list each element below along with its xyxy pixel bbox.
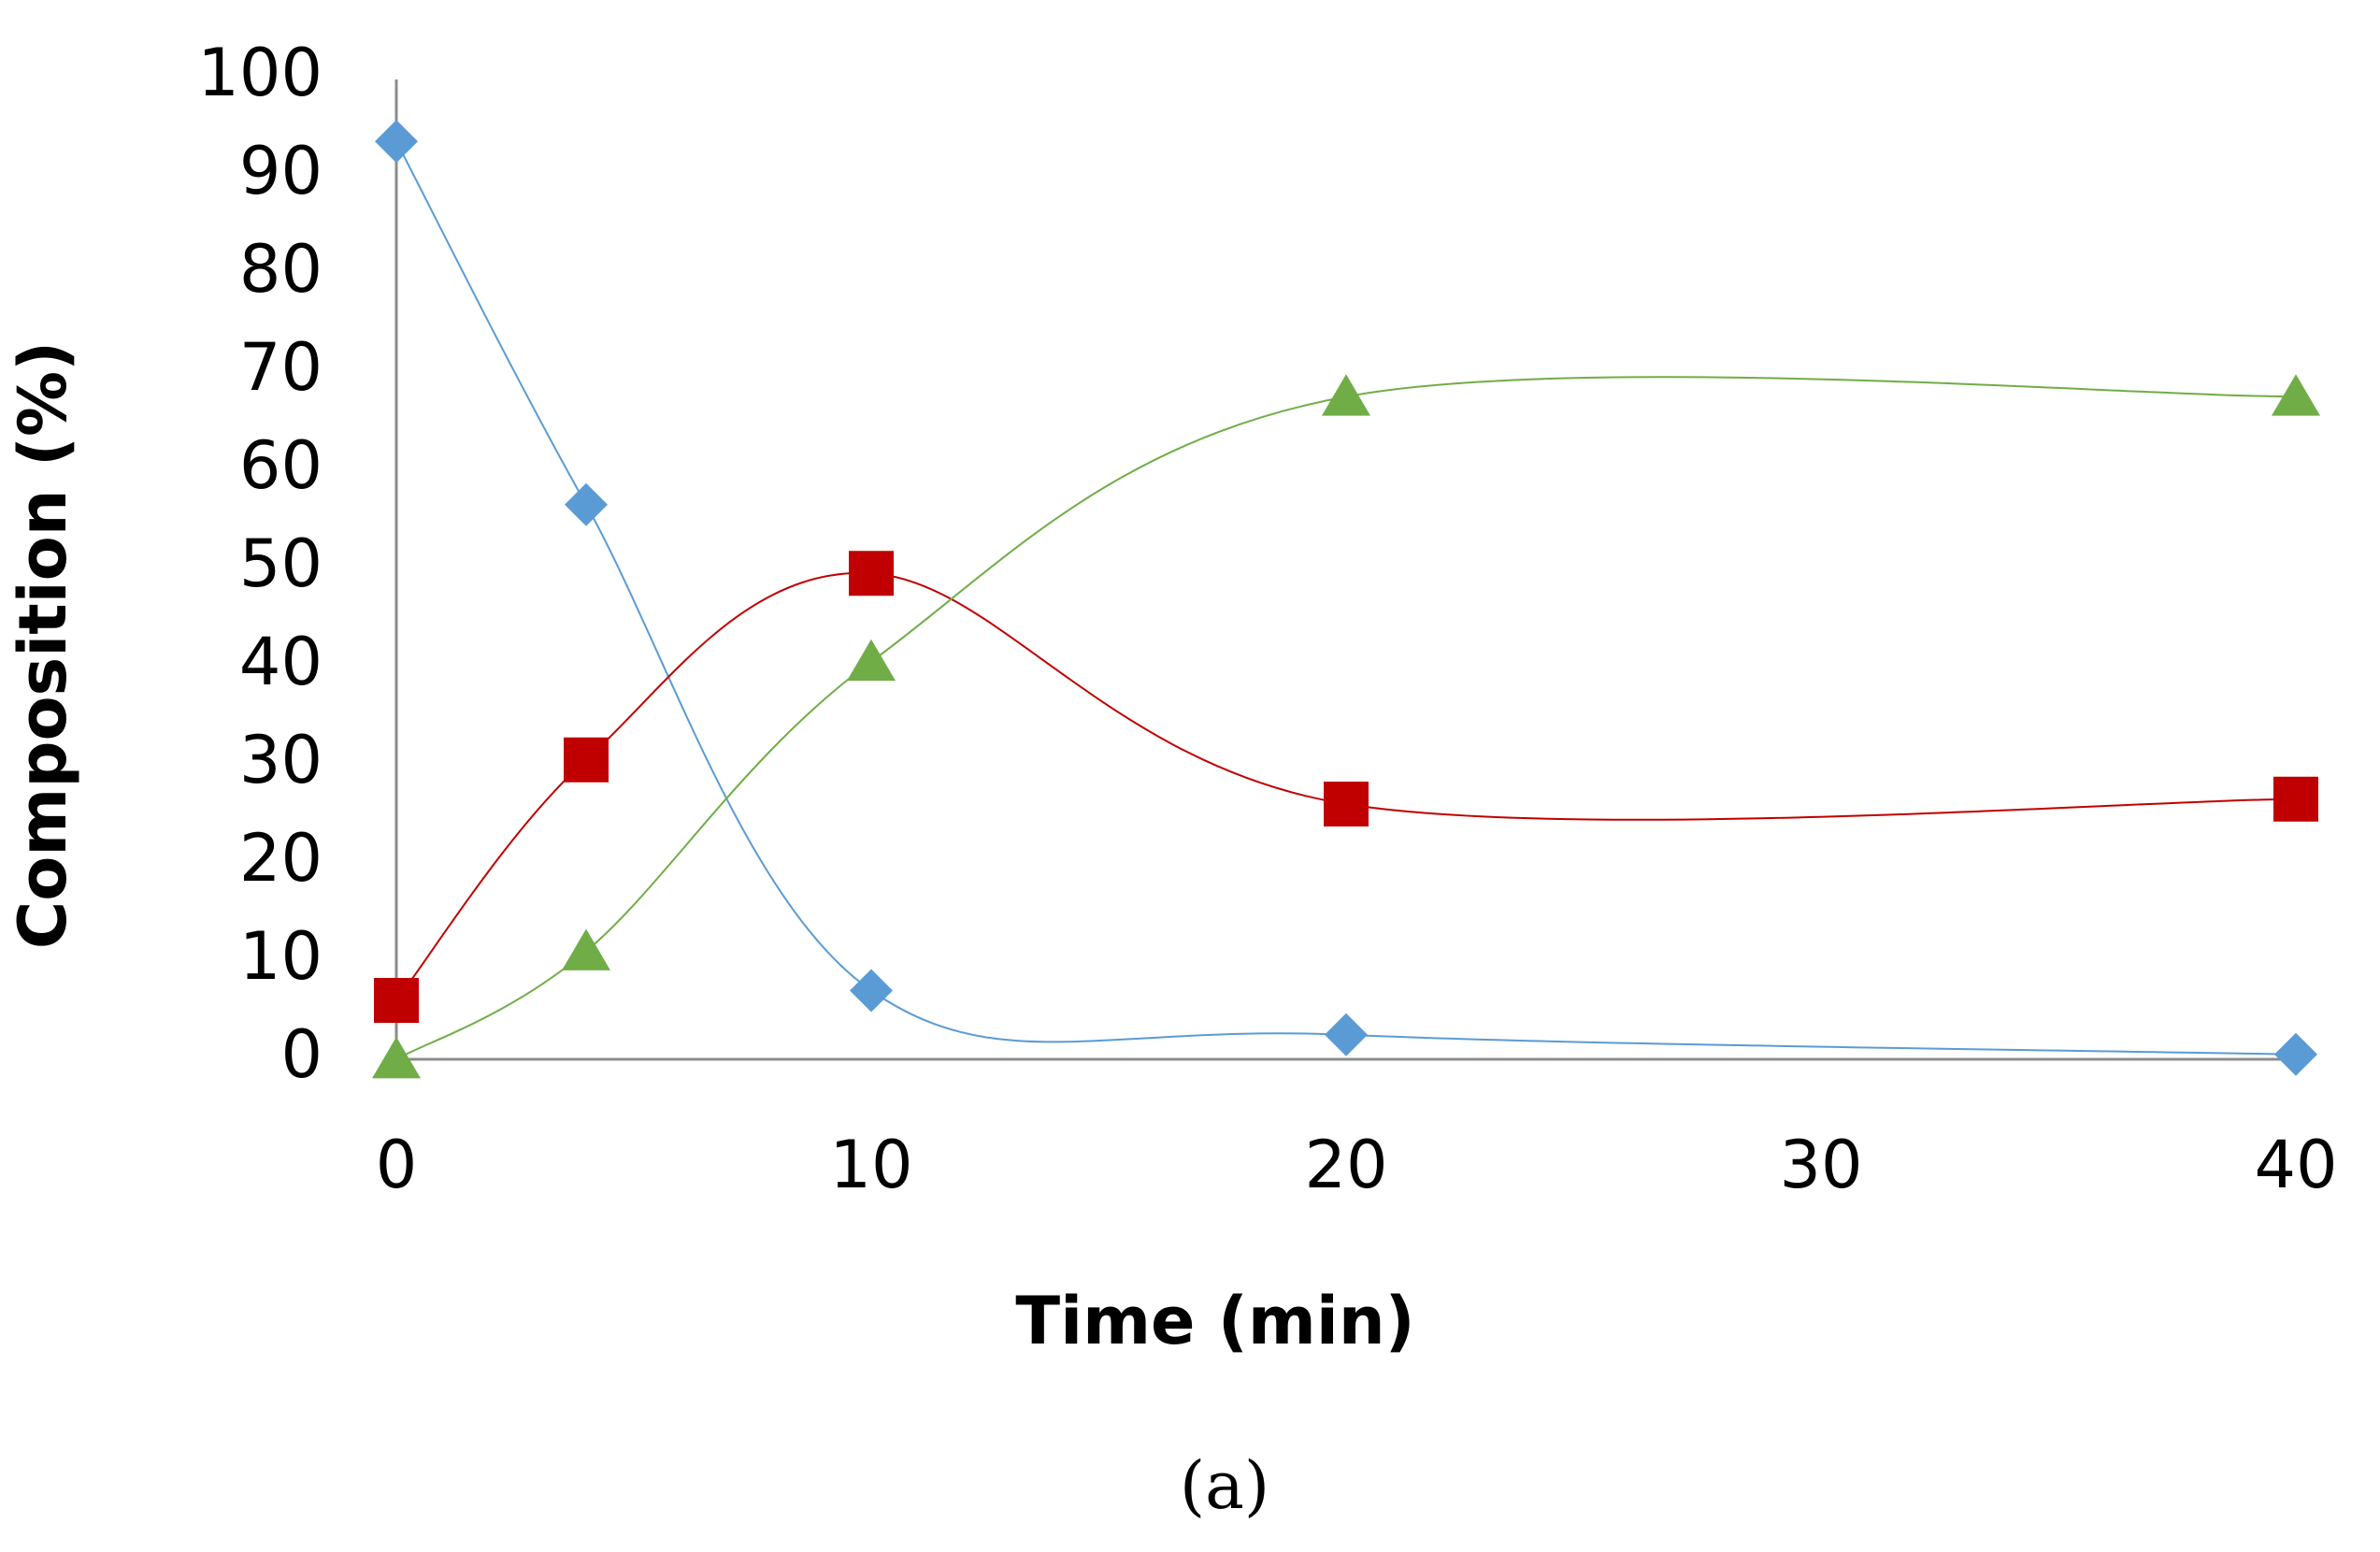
series-3-marker-4 xyxy=(562,928,610,970)
y-tick-label-0: 0 xyxy=(280,1016,323,1093)
series-1-marker-0 xyxy=(375,120,418,164)
series-3-marker-20 xyxy=(1322,374,1370,416)
series-2 xyxy=(374,551,2318,1023)
panel-label: (a) xyxy=(1180,1447,1269,1524)
x-tick-label-0: 0 xyxy=(376,1127,418,1203)
series-3-line xyxy=(395,376,2297,1060)
x-tick-label-20: 20 xyxy=(1304,1127,1387,1203)
series-1 xyxy=(375,120,2317,1076)
series-3-marker-0 xyxy=(372,1037,421,1079)
y-tick-label-50: 50 xyxy=(239,525,323,602)
x-tick-label-40: 40 xyxy=(2254,1127,2337,1203)
series-2-marker-20 xyxy=(1324,782,1369,826)
y-tick-label-80: 80 xyxy=(239,231,323,308)
series-2-marker-40 xyxy=(2273,776,2318,822)
y-tick-label-100: 100 xyxy=(197,35,323,111)
y-tick-label-60: 60 xyxy=(239,427,323,504)
y-tick-label-30: 30 xyxy=(239,722,323,798)
series-2-marker-10 xyxy=(849,551,894,596)
y-tick-label-70: 70 xyxy=(239,329,323,406)
series-1-marker-4 xyxy=(565,482,608,526)
y-axis-title: Composition (%) xyxy=(5,341,81,949)
y-tick-label-90: 90 xyxy=(239,133,323,209)
y-tick-label-20: 20 xyxy=(239,820,323,897)
x-tick-labels: 0 10 20 30 40 xyxy=(376,1127,2338,1203)
series-3-markers xyxy=(372,374,2320,1079)
series-2-marker-4 xyxy=(564,737,609,783)
series-1-markers xyxy=(375,120,2317,1076)
series-2-line xyxy=(395,572,2297,1001)
series-1-marker-40 xyxy=(2274,1032,2317,1076)
series-2-markers xyxy=(374,551,2318,1023)
x-tick-label-10: 10 xyxy=(829,1127,912,1203)
x-axis-title: Time (min) xyxy=(1015,1283,1414,1359)
y-tick-label-10: 10 xyxy=(239,918,323,995)
series-3 xyxy=(372,374,2320,1079)
y-tick-label-40: 40 xyxy=(239,624,323,700)
y-tick-labels: 0 10 20 30 40 50 60 70 80 90 100 xyxy=(197,35,323,1093)
series-1-line xyxy=(395,140,2297,1056)
series-3-marker-40 xyxy=(2272,374,2320,416)
series-1-marker-10 xyxy=(850,969,893,1013)
series-2-marker-0 xyxy=(374,978,419,1023)
series-3-marker-10 xyxy=(847,639,896,682)
series-1-marker-20 xyxy=(1325,1013,1368,1056)
x-tick-label-30: 30 xyxy=(1779,1127,1862,1203)
